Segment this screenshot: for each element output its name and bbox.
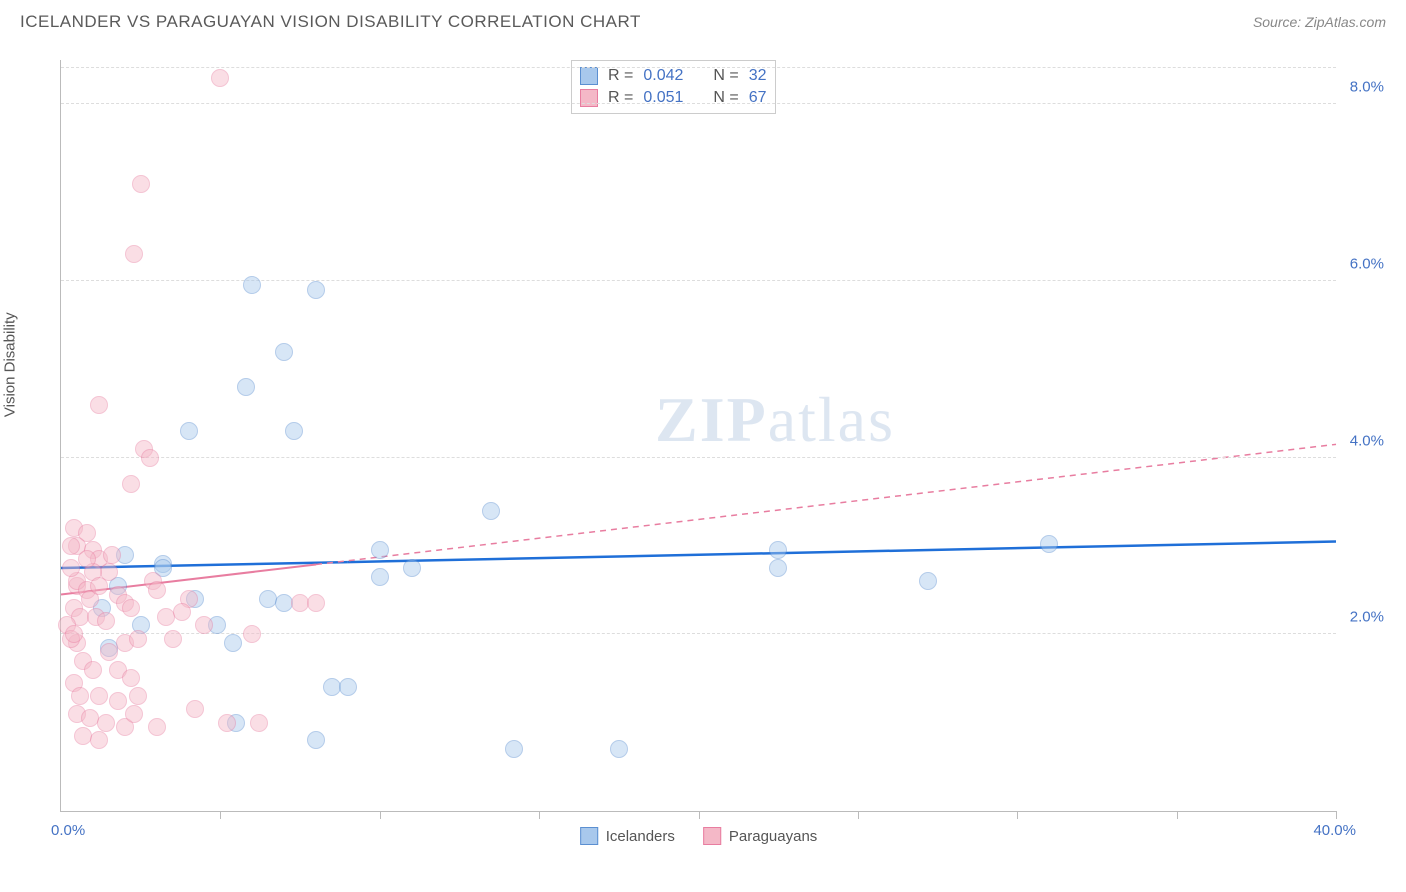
data-point xyxy=(769,559,787,577)
data-point xyxy=(482,502,500,520)
data-point xyxy=(122,475,140,493)
data-point xyxy=(610,740,628,758)
data-point xyxy=(100,643,118,661)
legend-swatch-paraguayans xyxy=(703,827,721,845)
x-axis-max-label: 40.0% xyxy=(1313,822,1356,839)
data-point xyxy=(125,705,143,723)
y-axis-label: Vision Disability xyxy=(2,312,19,417)
source-label: Source: ZipAtlas.com xyxy=(1253,14,1386,30)
data-point xyxy=(90,396,108,414)
data-point xyxy=(307,731,325,749)
data-point xyxy=(403,559,421,577)
data-point xyxy=(125,245,143,263)
data-point xyxy=(129,630,147,648)
x-tick xyxy=(1017,811,1018,819)
legend-label-icelanders: Icelanders xyxy=(606,828,675,845)
chart-title: ICELANDER VS PARAGUAYAN VISION DISABILIT… xyxy=(20,12,641,32)
x-tick xyxy=(539,811,540,819)
legend-item-icelanders: Icelanders xyxy=(580,827,675,845)
data-point xyxy=(148,581,166,599)
data-point xyxy=(769,541,787,559)
data-point xyxy=(78,550,96,568)
data-point xyxy=(90,577,108,595)
data-point xyxy=(180,422,198,440)
data-point xyxy=(90,731,108,749)
data-point xyxy=(250,714,268,732)
data-point xyxy=(195,616,213,634)
data-point xyxy=(211,69,229,87)
y-tick-label: 6.0% xyxy=(1350,255,1384,272)
data-point xyxy=(173,603,191,621)
data-point xyxy=(218,714,236,732)
data-point xyxy=(97,714,115,732)
data-point xyxy=(275,343,293,361)
data-point xyxy=(132,175,150,193)
data-point xyxy=(371,541,389,559)
data-point xyxy=(339,678,357,696)
data-point xyxy=(129,687,147,705)
data-point xyxy=(919,572,937,590)
data-point xyxy=(90,687,108,705)
x-tick xyxy=(699,811,700,819)
chart-header: ICELANDER VS PARAGUAYAN VISION DISABILIT… xyxy=(0,0,1406,40)
data-point xyxy=(224,634,242,652)
data-point xyxy=(285,422,303,440)
gridline xyxy=(61,457,1336,458)
y-tick-label: 2.0% xyxy=(1350,609,1384,626)
legend-label-paraguayans: Paraguayans xyxy=(729,828,817,845)
x-tick xyxy=(220,811,221,819)
trend-lines xyxy=(61,60,1336,811)
data-point xyxy=(122,669,140,687)
gridline xyxy=(61,67,1336,68)
data-point xyxy=(243,276,261,294)
data-point xyxy=(505,740,523,758)
data-point xyxy=(148,718,166,736)
data-point xyxy=(84,661,102,679)
x-tick xyxy=(858,811,859,819)
data-point xyxy=(65,625,83,643)
legend-swatch-icelanders xyxy=(580,827,598,845)
data-point xyxy=(307,594,325,612)
data-point xyxy=(141,449,159,467)
data-point xyxy=(237,378,255,396)
x-tick xyxy=(380,811,381,819)
y-tick-label: 8.0% xyxy=(1350,79,1384,96)
data-point xyxy=(307,281,325,299)
data-point xyxy=(109,692,127,710)
chart-container: Vision Disability ZIPatlas R = 0.042 N =… xyxy=(20,50,1386,872)
x-axis-min-label: 0.0% xyxy=(51,822,85,839)
x-tick xyxy=(1336,811,1337,819)
data-point xyxy=(62,537,80,555)
data-point xyxy=(164,630,182,648)
legend-item-paraguayans: Paraguayans xyxy=(703,827,817,845)
data-point xyxy=(1040,535,1058,553)
data-point xyxy=(122,599,140,617)
data-point xyxy=(71,687,89,705)
data-point xyxy=(186,700,204,718)
plot-area: ZIPatlas R = 0.042 N = 32 R = 0.051 N = … xyxy=(60,60,1336,812)
y-tick-label: 4.0% xyxy=(1350,432,1384,449)
gridline xyxy=(61,103,1336,104)
x-tick xyxy=(1177,811,1178,819)
data-point xyxy=(243,625,261,643)
data-point xyxy=(97,612,115,630)
data-point xyxy=(103,546,121,564)
data-point xyxy=(371,568,389,586)
legend-bottom: Icelanders Paraguayans xyxy=(580,827,818,845)
